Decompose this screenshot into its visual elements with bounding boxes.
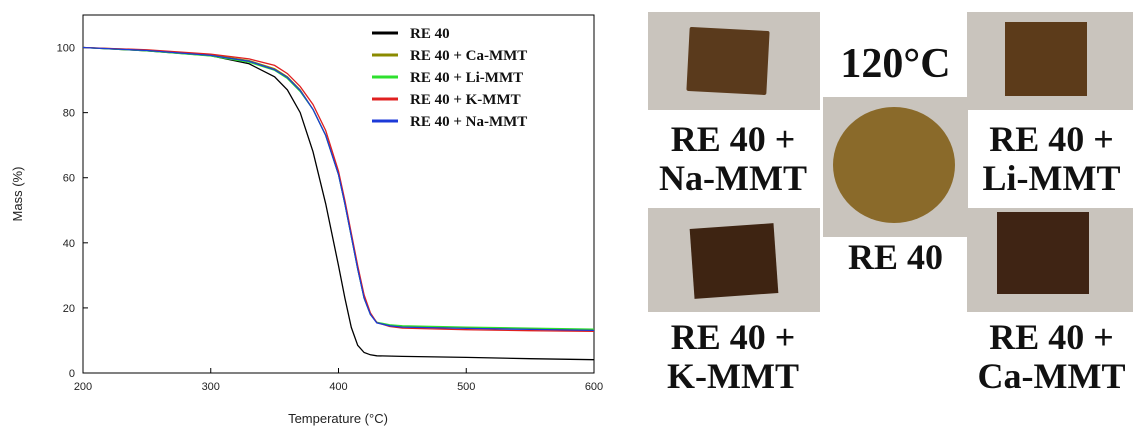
sample-square [997,212,1089,294]
legend-label: RE 40 [410,26,450,42]
series-line-2 [82,46,595,330]
series-line-0 [82,46,595,361]
x-tick-label: 500 [457,381,475,393]
label-ca-mmt: RE 40 + Ca-MMT [977,317,1126,396]
x-tick-label: 600 [585,381,603,393]
label-re40: RE 40 [847,237,943,277]
sample-square [689,223,779,299]
plot-area-frame [82,14,595,374]
label-na-mmt: RE 40 + Na-MMT [659,119,807,198]
series-lines [82,46,595,361]
series-line-3 [82,46,595,332]
sample-photo-ca-mmt [967,208,1133,312]
series-line-1 [82,46,595,331]
sample-photo-re40 [823,97,968,237]
legend-label: RE 40 + Ca-MMT [410,48,527,64]
sample-photo-k-mmt [648,208,820,312]
chart-legend: RE 40 RE 40 + Ca-MMT RE 40 + Li-MMT RE 40 +… [372,26,527,130]
legend-label: RE 40 + Li-MMT [410,70,523,86]
series-line-4 [82,46,595,332]
label-li-mmt: RE 40 + Li-MMT [982,119,1121,198]
sample-square [686,26,770,96]
x-tick-label: 300 [202,381,220,393]
x-axis-ticks: 200 300 400 500 600 [74,368,603,393]
y-tick-label: 80 [63,108,75,120]
sample-disc [833,107,955,223]
x-tick-label: 400 [329,381,347,393]
y-tick-label: 40 [63,238,75,250]
sample-photo-li-mmt [967,12,1133,110]
y-tick-label: 100 [57,43,75,55]
sample-square [1005,22,1087,96]
tga-chart: 0 20 40 60 80 100 200 300 400 500 600 RE 40 RE 40 … [10,14,603,426]
y-tick-label: 0 [69,368,75,380]
sample-photo-na-mmt [648,12,820,110]
y-axis-label: Mass (%) [10,167,25,222]
y-tick-label: 60 [63,173,75,185]
legend-label: RE 40 + Na-MMT [410,114,527,130]
legend-label: RE 40 + K-MMT [410,92,521,108]
temperature-label: 120°C [840,41,951,87]
sample-photos-panel: 120°C RE 40 + Na-MMT RE 40 + Li-MMT RE 4… [640,0,1133,428]
x-tick-label: 200 [74,381,92,393]
x-axis-label: Temperature (°C) [288,411,388,426]
y-tick-label: 20 [63,303,75,315]
label-k-mmt: RE 40 + K-MMT [667,317,799,396]
